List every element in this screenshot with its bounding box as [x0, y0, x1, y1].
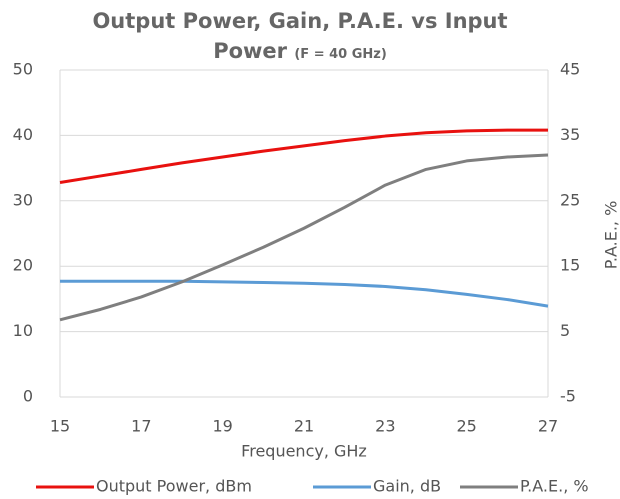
y2-tick-label: 45 [560, 60, 580, 79]
y2-tick-label: 5 [560, 321, 570, 340]
series-line [59, 128, 548, 184]
series-line [60, 279, 549, 308]
x-tick-label: 15 [50, 417, 70, 436]
x-tick-label: 27 [538, 417, 558, 436]
series-line [59, 153, 549, 322]
y2-tick-label: 35 [560, 125, 580, 144]
chart-subtitle: (F = 40 GHz) [294, 47, 387, 62]
x-tick-label: 17 [131, 417, 151, 436]
y-tick-label: 30 [13, 190, 33, 209]
x-tick-label: 25 [456, 417, 476, 436]
chart-title-block: Output Power, Gain, P.A.E. vs Input Powe… [90, 6, 510, 70]
legend-label: Output Power, dBm [96, 477, 252, 496]
y-tick-label: 10 [13, 321, 33, 340]
y-tick-label: 50 [13, 60, 33, 79]
x-tick-label: 21 [294, 417, 314, 436]
legend-label: P.A.E., % [520, 477, 589, 496]
y2-tick-label: 15 [560, 256, 580, 275]
y2-tick-label: -5 [560, 387, 576, 406]
x-tick-label: 23 [375, 417, 395, 436]
x-axis-label: Frequency, GHz [241, 442, 367, 461]
x-tick-label: 19 [212, 417, 232, 436]
y-tick-label: 0 [23, 387, 33, 406]
chart-title: Output Power, Gain, P.A.E. vs Input Powe… [92, 9, 508, 63]
y2-tick-label: 25 [560, 190, 580, 209]
y-tick-label: 40 [13, 125, 33, 144]
y-tick-label: 20 [13, 256, 33, 275]
y2-axis-label: P.A.E., % [602, 201, 620, 270]
legend-label: Gain, dB [373, 477, 441, 496]
